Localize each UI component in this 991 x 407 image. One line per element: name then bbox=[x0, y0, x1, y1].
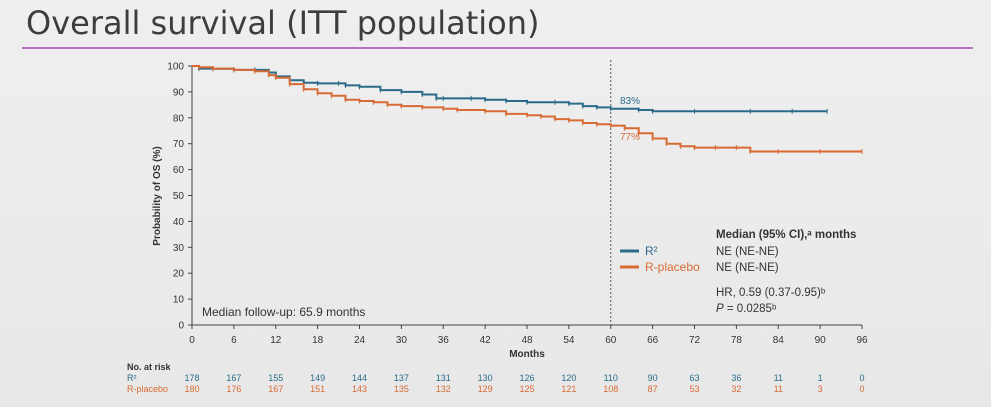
at-risk-value: 108 bbox=[603, 384, 618, 394]
r2-survival-curve bbox=[192, 65, 828, 113]
at-risk-value: 0 bbox=[859, 373, 864, 383]
x-tick-label: 78 bbox=[731, 335, 743, 346]
at-risk-value: 11 bbox=[774, 373, 783, 383]
at-risk-value: 1 bbox=[818, 373, 823, 383]
x-tick-label: 66 bbox=[647, 335, 659, 346]
x-axis-label: Months bbox=[509, 349, 545, 360]
at-risk-title: No. at risk bbox=[127, 362, 172, 372]
legend-placebo-value: NE (NE-NE) bbox=[716, 262, 779, 274]
at-risk-value: 63 bbox=[689, 373, 699, 383]
at-risk-value: 131 bbox=[436, 373, 451, 383]
at-risk-value: 180 bbox=[184, 384, 199, 394]
x-tick-label: 6 bbox=[231, 335, 237, 346]
at-risk-value: 87 bbox=[648, 384, 658, 394]
at-risk-value: 135 bbox=[394, 384, 409, 394]
at-risk-value: 126 bbox=[519, 373, 534, 383]
y-tick-label: 10 bbox=[173, 295, 185, 306]
x-ticks: 0 6 12 18 24 30 36 42 48 54 60 66 72 78 84 90 96 bbox=[189, 325, 868, 346]
x-tick-label: 72 bbox=[689, 335, 701, 346]
placebo-censor-marks bbox=[198, 64, 863, 154]
x-tick-label: 90 bbox=[815, 335, 827, 346]
y-ticks: 0 10 20 30 40 50 60 70 80 90 100 bbox=[167, 62, 192, 332]
slide-title: Overall survival (ITT population) bbox=[26, 4, 540, 42]
x-tick-label: 54 bbox=[563, 335, 575, 346]
at-risk-value: 125 bbox=[519, 384, 534, 394]
at-risk-value: 120 bbox=[561, 373, 576, 383]
at-risk-value: 90 bbox=[648, 373, 658, 383]
legend-header: Median (95% CI),ᵃ months bbox=[716, 229, 856, 241]
legend-r2-name: R² bbox=[645, 244, 658, 258]
x-tick-label: 0 bbox=[189, 335, 195, 346]
median-followup-text: Median follow-up: 65.9 months bbox=[202, 305, 365, 319]
placebo-survival-curve bbox=[192, 65, 862, 153]
y-tick-label: 90 bbox=[173, 87, 185, 98]
at-risk-value: 143 bbox=[352, 384, 367, 394]
x-tick-label: 12 bbox=[270, 335, 282, 346]
at-risk-value: 130 bbox=[478, 373, 493, 383]
at-risk-value: 110 bbox=[604, 373, 618, 383]
at-risk-value: 36 bbox=[731, 373, 741, 383]
at-risk-value: 53 bbox=[689, 384, 699, 394]
y-tick-label: 30 bbox=[173, 243, 185, 254]
at-risk-value: 155 bbox=[268, 373, 283, 383]
p-value-text: P = 0.0285ᵇ bbox=[716, 303, 777, 315]
at-risk-value: 132 bbox=[436, 384, 451, 394]
at-risk-value: 137 bbox=[394, 373, 409, 383]
p-value: = 0.0285ᵇ bbox=[724, 303, 777, 315]
y-tick-label: 70 bbox=[173, 139, 185, 150]
legend-r2-value: NE (NE-NE) bbox=[716, 246, 779, 258]
y-tick-label: 80 bbox=[173, 113, 185, 124]
r2-censor-marks bbox=[198, 66, 828, 114]
at-risk-value: 129 bbox=[478, 384, 493, 394]
at-risk-value: 167 bbox=[226, 373, 241, 383]
at-risk-value: 32 bbox=[731, 384, 741, 394]
r2-83-percent-label: 83% bbox=[620, 96, 640, 107]
at-risk-value: 151 bbox=[310, 384, 325, 394]
y-tick-label: 20 bbox=[173, 269, 185, 280]
survival-curves bbox=[192, 64, 863, 154]
at-risk-value: 121 bbox=[561, 384, 576, 394]
x-tick-label: 42 bbox=[480, 335, 492, 346]
at-risk-value: 178 bbox=[184, 373, 199, 383]
y-tick-label: 100 bbox=[167, 62, 184, 73]
at-risk-table: No. at risk R² R-placebo 178 167 155 149 144… bbox=[127, 362, 865, 394]
at-risk-value: 144 bbox=[352, 373, 367, 383]
x-tick-label: 84 bbox=[773, 335, 785, 346]
at-risk-placebo-name: R-placebo bbox=[127, 384, 168, 394]
y-tick-label: 40 bbox=[173, 217, 185, 228]
x-tick-label: 48 bbox=[521, 335, 533, 346]
at-risk-value: 149 bbox=[310, 373, 325, 383]
x-tick-label: 96 bbox=[856, 335, 868, 346]
x-tick-label: 30 bbox=[396, 335, 408, 346]
title-divider bbox=[22, 47, 973, 49]
x-tick-label: 18 bbox=[312, 335, 324, 346]
hazard-ratio-text: HR, 0.59 (0.37-0.95)ᵇ bbox=[716, 287, 826, 299]
at-risk-value: 3 bbox=[818, 384, 823, 394]
at-risk-value: 11 bbox=[774, 384, 783, 394]
at-risk-value: 167 bbox=[268, 384, 283, 394]
at-risk-value: 0 bbox=[859, 384, 864, 394]
at-risk-r2-name: R² bbox=[127, 373, 137, 383]
y-axis-label: Probability of OS (%) bbox=[152, 146, 163, 245]
placebo-77-percent-label: 77% bbox=[620, 132, 640, 143]
x-tick-label: 24 bbox=[354, 335, 366, 346]
y-tick-label: 60 bbox=[173, 165, 185, 176]
y-tick-label: 50 bbox=[173, 191, 185, 202]
y-tick-label: 0 bbox=[178, 321, 184, 332]
at-risk-value: 176 bbox=[226, 384, 241, 394]
legend: Median (95% CI),ᵃ months R² NE (NE-NE) R… bbox=[620, 229, 856, 315]
x-tick-label: 36 bbox=[438, 335, 450, 346]
x-tick-label: 60 bbox=[605, 335, 617, 346]
legend-placebo-name: R-placebo bbox=[645, 260, 700, 274]
p-label: P bbox=[716, 303, 724, 315]
